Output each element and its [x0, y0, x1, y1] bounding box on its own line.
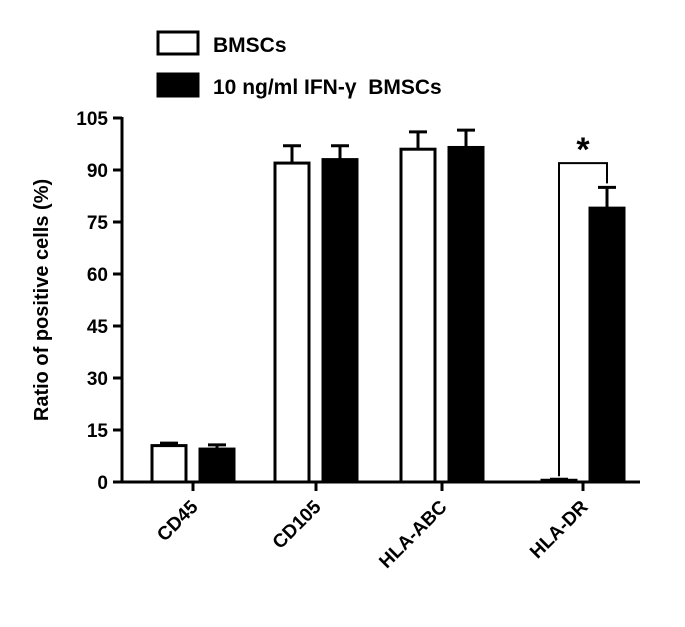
bar-bmscs-cd105: [273, 161, 311, 484]
y-tick-label: 45: [87, 317, 109, 338]
legend: BMSCs 10 ng/ml IFN-γ BMSCs: [156, 30, 442, 99]
y-tick-label: 75: [87, 213, 109, 234]
axes: [120, 117, 640, 484]
bar-ifn-bmscs-cd105: [321, 158, 359, 484]
y-tick-label: 90: [87, 161, 108, 182]
bar-ifn-bmscs-cd45: [198, 447, 236, 484]
bars: [150, 128, 626, 484]
y-tick-label: 30: [87, 369, 108, 390]
legend-swatch-ifn-bmscs: [156, 72, 200, 98]
legend-label-ifn-bmscs: 10 ng/ml IFN-γ BMSCs: [213, 76, 442, 99]
significance-bracket: [558, 162, 608, 477]
bar-bmscs-cd45: [150, 444, 188, 484]
bar-ifn-bmscs-hla-dr: [588, 206, 626, 484]
bar-bmscs-hla-abc: [399, 147, 437, 484]
annotations: *: [558, 131, 608, 477]
significance-star: *: [576, 131, 590, 169]
legend-swatch-bmscs: [156, 30, 200, 56]
y-axis-title: Ratio of positive cells (%): [31, 179, 53, 421]
x-ticks: CD45 CD105 HLA-ABC HLA-DR: [153, 482, 593, 573]
bar-bmscs-hla-dr: [540, 478, 578, 484]
y-tick-label: 105: [76, 109, 108, 130]
bar-ifn-bmscs-hla-abc: [447, 145, 485, 484]
y-tick-label: 0: [97, 473, 108, 494]
x-tick-label: HLA-ABC: [375, 496, 451, 572]
x-tick-label: HLA-DR: [526, 496, 593, 563]
x-tick-label: CD105: [269, 496, 326, 553]
y-tick-label: 60: [87, 265, 108, 286]
legend-label-bmscs: BMSCs: [213, 34, 287, 57]
y-ticks: 0 15 30 45 60 75 90 105: [76, 109, 122, 494]
x-tick-label: CD45: [153, 496, 203, 546]
y-tick-label: 15: [87, 421, 109, 442]
